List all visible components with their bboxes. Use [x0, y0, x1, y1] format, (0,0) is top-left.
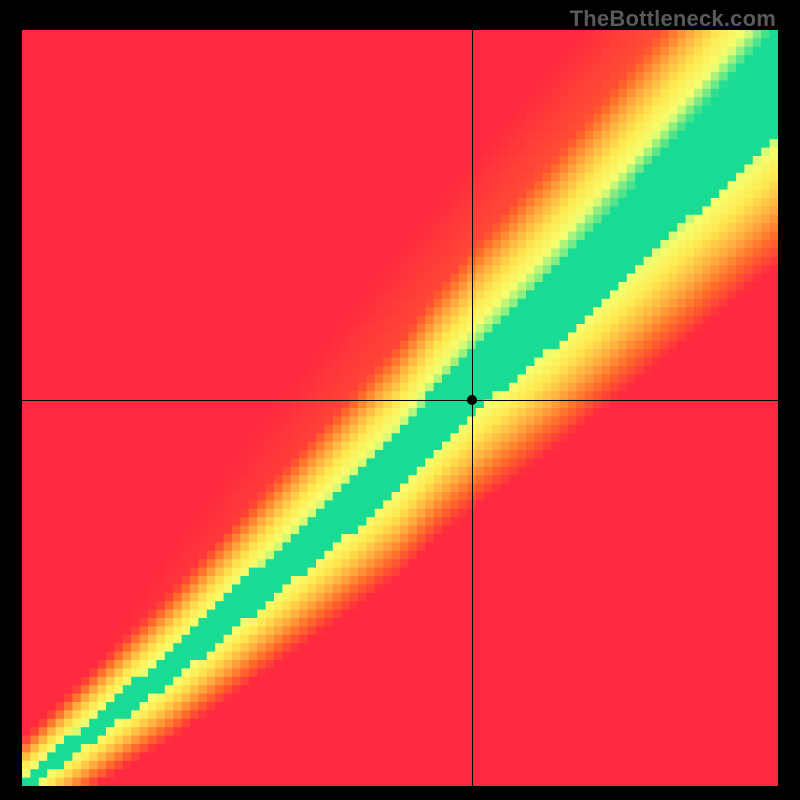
source-watermark: TheBottleneck.com — [570, 6, 776, 32]
heatmap-plot — [22, 30, 778, 786]
heatmap-svg — [22, 30, 778, 786]
crosshair-vertical — [472, 30, 473, 786]
crosshair-horizontal — [22, 400, 778, 401]
chart-frame: TheBottleneck.com — [0, 0, 800, 800]
selection-marker[interactable] — [467, 395, 477, 405]
